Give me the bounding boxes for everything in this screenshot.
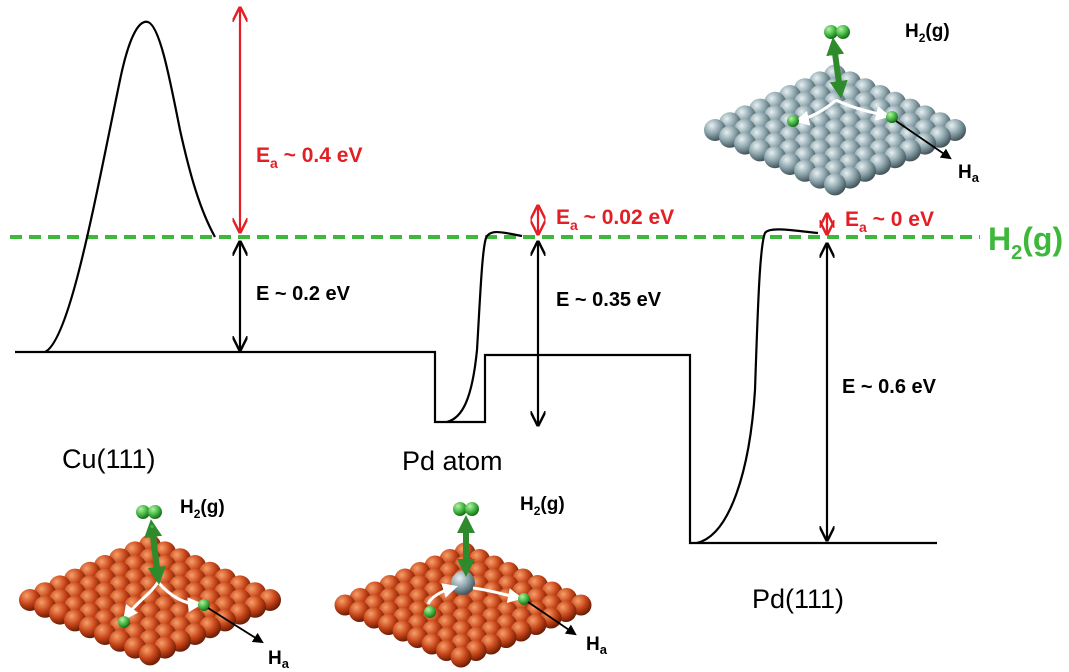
pd-h2-molecule	[824, 25, 838, 39]
pd-atom-inset-adsorbates	[424, 502, 577, 636]
pd-atom-h-adatom	[424, 606, 436, 618]
pd-atom-surface-label: Pd atom	[402, 446, 503, 476]
pd-desorption-arrow	[826, 37, 848, 99]
cu-diffusion-arrows	[125, 581, 200, 618]
cu-barrier-curve	[44, 20, 216, 353]
cu-atom-lattice	[19, 534, 281, 666]
pd-diffusion-arrows	[797, 98, 888, 121]
pd-ha-pointer	[895, 120, 952, 160]
cu-inset-adsorbates	[118, 505, 264, 644]
pd-atom-ha-pointer	[527, 601, 577, 636]
energy-baseline-curve	[15, 350, 937, 545]
surface-atom	[139, 643, 161, 666]
pd-single-atom	[451, 571, 475, 595]
pd-atom-surface-inset: H2(g) Ha	[334, 494, 608, 668]
pd-atom-lattice	[704, 64, 966, 196]
cu-energy-label: E ~ 0.2 eV	[256, 283, 351, 305]
pd-atom-curve	[446, 231, 523, 424]
pd-inset-adsorbates	[787, 25, 952, 160]
cu-inset-h2-label: H2(g)	[180, 497, 225, 521]
surface-atom	[824, 173, 846, 196]
cu-desorption-arrow	[144, 519, 166, 585]
surface-atom	[450, 646, 472, 668]
cu-surface-label: Cu(111)	[62, 444, 156, 474]
pd-atom-inset-h2-label: H2(g)	[520, 494, 565, 518]
cu-h-adatom	[118, 616, 130, 628]
cu-barrier-label: Ea ~ 0.4 eV	[256, 144, 362, 171]
cu-h2-molecule	[136, 505, 150, 519]
pd-barrier-label: Ea ~ 0 eV	[845, 208, 934, 235]
pd-energy-label: E ~ 0.6 eV	[842, 376, 937, 398]
pd-inset-ha-label: Ha	[958, 162, 980, 185]
pd-atom-diffusion-arrows	[426, 587, 520, 604]
pd-atom-barrier-label: Ea ~ 0.02 eV	[556, 206, 674, 233]
pd-h-adatom	[787, 115, 799, 127]
h2-reference-label: H2(g)	[988, 221, 1063, 264]
cu-inset-ha-label: Ha	[268, 648, 290, 671]
pd-curve	[696, 228, 819, 545]
pd-inset-h2-label: H2(g)	[905, 21, 950, 45]
pd-atom-energy-label: E ~ 0.35 eV	[556, 289, 662, 311]
pd-atom-inset-ha-label: Ha	[586, 634, 608, 657]
pd-atom-h2-molecule	[453, 502, 467, 516]
pd-surface-inset: H2(g) Ha	[704, 21, 980, 196]
cu-ha-pointer	[207, 607, 264, 644]
pd-surface-label: Pd(111)	[752, 584, 844, 614]
cu-surface-inset: H2(g) Ha	[19, 497, 290, 671]
